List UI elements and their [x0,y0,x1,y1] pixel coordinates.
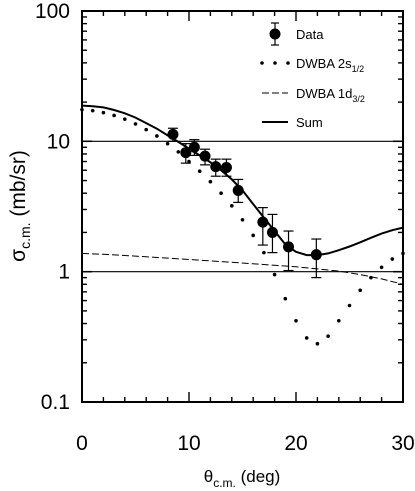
legend-marker-dotted [286,61,290,65]
series-line-sum [81,104,404,257]
axis-tick-labels: 0 10 20 30 0.1 1 10 100 [35,0,415,455]
dwba-2s-point [304,336,309,340]
dwba-2s-point [283,296,288,301]
dwba-2s-point [326,334,330,338]
data-point [220,161,232,173]
data-point [266,226,278,238]
axis-titles: θc.m. (deg) σc.m. (mb/sr) [7,150,280,490]
data-point [167,128,179,140]
data-point [257,216,269,228]
y-tick-label: 10 [47,130,70,153]
data-point [283,241,295,253]
dwba-2s-point [347,303,352,308]
dwba-2s-point [390,257,395,261]
legend-marker-dotted [260,61,264,65]
legend-marker-dotted [273,61,277,65]
series-line-dwba-1d [81,252,404,285]
dwba-2s-point [90,108,95,113]
dwba-2s-point [315,341,320,346]
legend-label-data: Data [296,27,324,42]
x-axis-title: θc.m. (deg) [204,467,281,490]
reference-lines [82,140,403,273]
x-tick-label: 0 [76,432,88,455]
dwba-2s-point [112,113,116,118]
dwba-2s-point [272,272,277,277]
data-point [310,249,322,261]
dwba-2s-point [208,179,213,184]
legend-label-sum: Sum [296,115,323,130]
axes-frame [81,10,404,403]
data-point [232,184,244,196]
y-tick-label: 100 [35,0,70,23]
x-tick-label: 20 [284,432,307,455]
legend-label-d32: DWBA 1d3/2 [296,86,365,104]
legend-marker-data [269,28,281,40]
y-axis-title: σc.m. (mb/sr) [7,150,33,262]
data-point [199,150,211,162]
dwba-2s-point [369,275,373,280]
plot-series [80,104,405,346]
dwba-2s-point [123,117,127,121]
plot-frame [81,10,404,403]
y-tick-label: 1 [58,261,70,284]
data-point [188,141,200,153]
dwba-2s-point [133,122,138,126]
dwba-2s-point [144,127,148,132]
dwba-2s-point [230,204,234,208]
data-point [180,147,192,159]
dwba-2s-point [358,288,363,293]
x-tick-label: 30 [391,432,414,455]
axis-ticks [81,10,404,403]
dwba-2s-point [262,250,266,255]
dwba-2s-point [165,141,170,146]
legend-label-s12: DWBA 2s1/2 [296,56,364,74]
legend: Data DWBA 2s1/2 DWBA 1d3/2 Sum [260,22,365,130]
dwba-2s-point [155,134,159,138]
dwba-2s-point [219,191,223,195]
dwba-2s-point [337,318,341,323]
y-tick-label: 0.1 [41,391,70,414]
x-tick-label: 10 [177,432,200,455]
dwba-2s-point [176,150,181,154]
dwba-2s-point [197,169,202,173]
dwba-2s-point [101,110,106,115]
dwba-2s-point [251,233,255,238]
dwba-2s-point [187,159,191,164]
dwba-2s-point [379,265,384,270]
dwba-2s-point [240,218,245,222]
data-point [210,161,222,173]
dwba-2s-point [294,318,298,323]
